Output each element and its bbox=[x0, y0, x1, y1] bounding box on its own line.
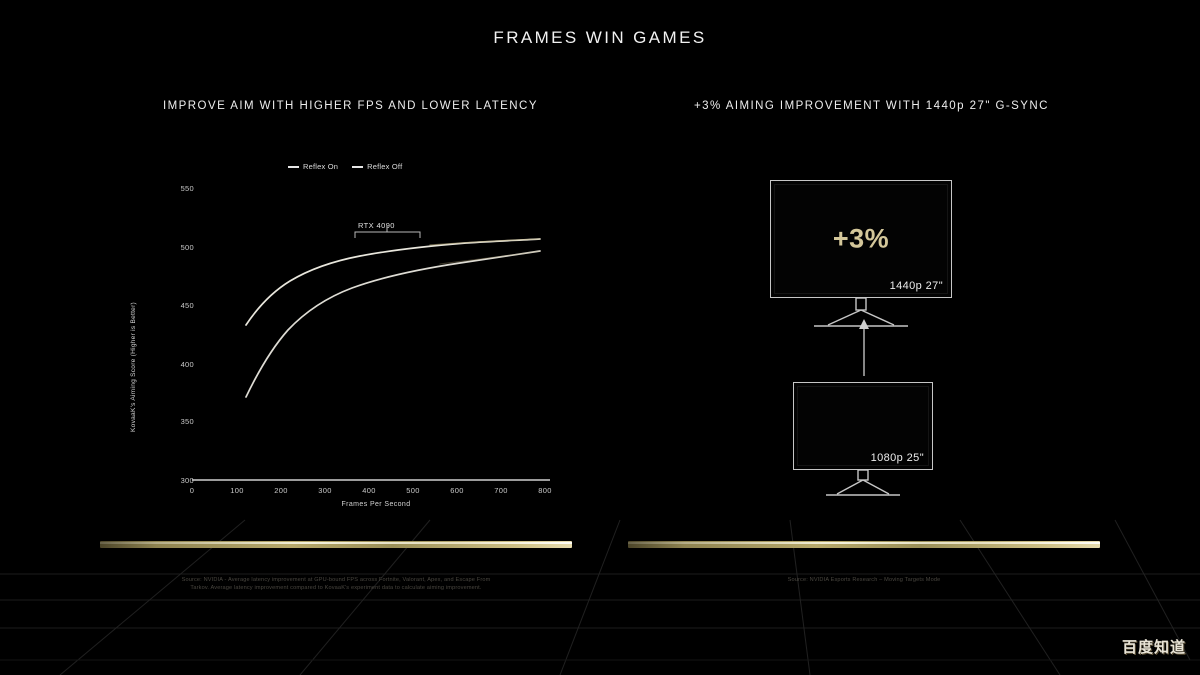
left-footnote-line-1: Source: NVIDIA - Average latency improve… bbox=[181, 577, 491, 583]
gold-accent-bar-right bbox=[628, 541, 1100, 548]
chart-legend: Reflex On Reflex Off bbox=[288, 162, 402, 171]
y-axis-ticks: 550 500 450 400 350 300 bbox=[160, 0, 194, 540]
left-panel-subtitle: IMPROVE AIM WITH HIGHER FPS AND LOWER LA… bbox=[163, 100, 538, 112]
monitor-1080p-resolution: 1080p 25" bbox=[870, 452, 924, 464]
x-tick: 800 bbox=[538, 486, 552, 495]
monitor-1080p-stand-icon bbox=[826, 469, 900, 496]
improvement-percent: +3% bbox=[832, 223, 890, 254]
rtx-bracket-icon bbox=[354, 226, 421, 238]
legend-item-reflex-off: Reflex Off bbox=[352, 162, 402, 171]
monitor-1080p-screen: 1080p 25" bbox=[793, 382, 933, 470]
left-footnote: Source: NVIDIA - Average latency improve… bbox=[100, 576, 572, 592]
right-footnote: Source: NVIDIA Esports Research – Moving… bbox=[628, 576, 1100, 584]
series-line-reflex-off bbox=[245, 250, 541, 398]
x-tick: 100 bbox=[230, 486, 244, 495]
rtx-4090-annotation: RTX 4090 bbox=[358, 221, 395, 230]
x-tick: 600 bbox=[450, 486, 464, 495]
x-tick: 0 bbox=[189, 486, 195, 495]
left-footnote-line-2: Tarkov. Average latency improvement comp… bbox=[190, 585, 482, 591]
x-tick: 700 bbox=[494, 486, 508, 495]
gold-accent-bar-left bbox=[100, 541, 572, 548]
y-tick: 400 bbox=[180, 360, 194, 369]
right-footnote-line-1: Source: NVIDIA Esports Research – Moving… bbox=[787, 577, 941, 583]
x-tick: 500 bbox=[406, 486, 420, 495]
y-tick: 450 bbox=[180, 301, 194, 310]
monitor-comparison: +3% 1440p 27" 1080p 25" bbox=[600, 0, 1200, 540]
monitor-1440p-screen: +3% 1440p 27" bbox=[770, 180, 952, 298]
page-title: FRAMES WIN GAMES bbox=[493, 28, 707, 47]
monitor-1440p-resolution: 1440p 27" bbox=[889, 280, 943, 292]
chart-plot-area bbox=[192, 226, 550, 481]
legend-label: Reflex On bbox=[303, 162, 339, 171]
x-tick: 200 bbox=[274, 486, 288, 495]
y-tick: 300 bbox=[180, 476, 194, 485]
gold-bar-sheen bbox=[628, 542, 1100, 544]
x-tick: 400 bbox=[362, 486, 376, 495]
aiming-score-chart: Reflex On Reflex Off KovaaK's Aiming Sco… bbox=[0, 0, 600, 540]
series-gold-highlight-on bbox=[429, 238, 541, 246]
y-tick: 550 bbox=[180, 184, 194, 193]
monitor-1440p: +3% 1440p 27" bbox=[770, 180, 952, 339]
y-tick: 500 bbox=[180, 243, 194, 252]
watermark: 百度知道 bbox=[1121, 638, 1186, 656]
legend-swatch-icon bbox=[288, 165, 299, 168]
monitor-1080p: 1080p 25" bbox=[793, 382, 933, 507]
legend-label: Reflex Off bbox=[367, 162, 403, 171]
gold-bar-sheen bbox=[100, 542, 572, 544]
x-tick: 300 bbox=[318, 486, 332, 495]
y-tick: 350 bbox=[180, 417, 194, 426]
legend-item-reflex-on: Reflex On bbox=[288, 162, 338, 171]
series-gold-highlight-off bbox=[439, 250, 541, 265]
legend-swatch-icon bbox=[352, 165, 364, 168]
series-line-reflex-on bbox=[245, 238, 541, 326]
upward-arrow-icon bbox=[859, 319, 869, 376]
right-panel-subtitle: +3% AIMING IMPROVEMENT WITH 1440p 27" G-… bbox=[694, 100, 1049, 112]
x-axis-title: Frames Per Second bbox=[341, 501, 411, 508]
